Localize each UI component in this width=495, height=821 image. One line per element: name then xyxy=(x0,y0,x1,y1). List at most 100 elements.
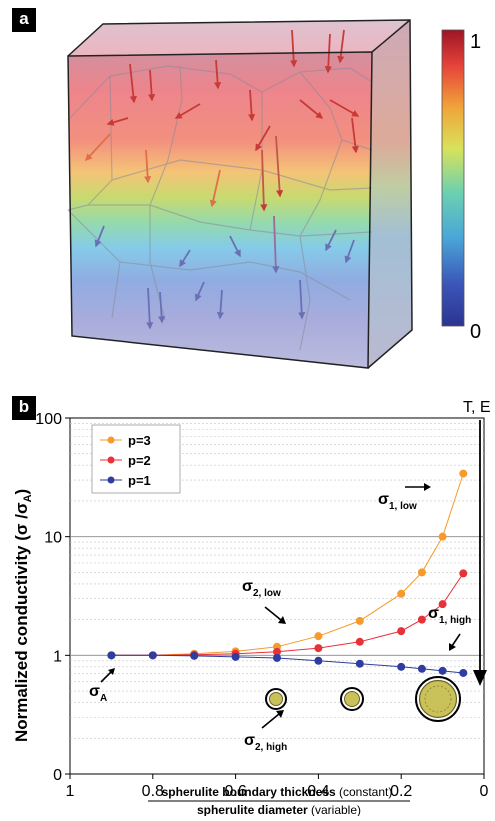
sigma-1-high-sub: 1, high xyxy=(439,615,471,626)
sigma-1-low-main: σ xyxy=(378,491,389,508)
annotation-sigma-1-high: σ1, high xyxy=(428,605,471,626)
y-axis-label-close: ) xyxy=(12,489,31,495)
y-tick-label: 1 xyxy=(53,648,62,665)
x-tick-label: 0 xyxy=(480,783,489,800)
field-arrows xyxy=(85,29,360,330)
data-point-p=1 xyxy=(314,656,323,665)
legend-label: p=1 xyxy=(128,473,151,488)
y-tick-label: 100 xyxy=(35,411,62,428)
x-axis-numerator-bold: spherulite boundary thickness xyxy=(162,785,336,799)
y-ticks: 0 1 10 100 xyxy=(35,411,70,784)
series-group xyxy=(107,469,468,677)
sigma-2-high-arrowhead xyxy=(276,710,284,718)
colorbar-max-label: 1 xyxy=(470,31,481,53)
data-point-p=2 xyxy=(417,615,426,624)
x-tick-label: 0.6 xyxy=(224,783,246,800)
box-front-face xyxy=(68,52,372,368)
annotation-sigma-2-low: σ2, low xyxy=(242,578,281,599)
colorbar-min-label: 0 xyxy=(470,321,481,343)
data-point-p=2 xyxy=(314,644,323,653)
spherulite-large-icon xyxy=(415,676,461,722)
annotations: σA σ2, low σ2, high σ1, low σ1, high xyxy=(89,483,471,753)
sigma-1-high-arrowhead xyxy=(449,643,456,651)
colorbar xyxy=(441,29,465,327)
data-point-p=2 xyxy=(273,647,281,656)
annotation-sigma-1-low: σ1, low xyxy=(378,491,417,512)
legend-marker xyxy=(107,456,115,464)
series-line-p=2 xyxy=(111,573,464,656)
data-point-p=2 xyxy=(397,627,406,636)
y-axis-label-main: Normalized conductivity (σ /σ xyxy=(12,502,31,742)
plot-frame xyxy=(69,417,485,775)
sigma-2-low-main: σ xyxy=(242,578,253,595)
data-point-p=1 xyxy=(355,659,364,668)
data-point-p=1 xyxy=(148,651,157,660)
sigma-a-arrowhead xyxy=(108,668,115,675)
box-edges xyxy=(67,19,413,369)
sigma-a-arrow xyxy=(100,670,113,683)
data-point-p=2 xyxy=(459,569,468,578)
panel-a-tag: a xyxy=(12,8,36,32)
sigma-2-high-sub: 2, high xyxy=(255,742,287,753)
sigma-a-main: σ xyxy=(89,683,100,700)
legend-marker xyxy=(107,436,115,444)
sigma-1-low-arrowhead xyxy=(424,483,431,491)
data-point-p=1 xyxy=(190,651,199,660)
sigma-2-high-arrow xyxy=(261,713,280,729)
sigma-2-low-arrowhead xyxy=(278,616,286,624)
data-point-p=3 xyxy=(397,589,406,598)
panel-b: b 0 1 10 100 1 0.8 0.6 0.4 0.2 0 Normalized cond… xyxy=(0,390,495,817)
box-top-face xyxy=(68,20,410,56)
data-point-p=1 xyxy=(397,662,406,671)
x-axis-label-numerator: spherulite boundary thickness (constant) xyxy=(162,785,393,799)
x-tick-label: 1 xyxy=(66,783,75,800)
annotation-sigma-2-high: σ2, high xyxy=(244,732,287,753)
x-ticks: 1 0.8 0.6 0.4 0.2 0 xyxy=(66,774,489,800)
data-point-p=3 xyxy=(355,616,364,625)
data-point-p=2 xyxy=(438,600,447,609)
legend: p=3 p=2 p=1 xyxy=(91,424,181,494)
temperature-field-arrowhead xyxy=(473,670,487,686)
data-point-p=1 xyxy=(459,668,468,677)
series-line-p=1 xyxy=(111,654,464,674)
x-axis-numerator-rest: (constant) xyxy=(336,785,393,799)
sigma-2-high-main: σ xyxy=(244,732,255,749)
x-tick-label: 0.4 xyxy=(307,783,329,800)
data-point-p=2 xyxy=(355,637,364,646)
y-tick-label: 10 xyxy=(44,530,62,547)
y-tick-label: 0 xyxy=(53,767,62,784)
spherulite-3d-figure: 1 0 xyxy=(67,19,481,369)
y-axis-label-sub: A xyxy=(22,494,34,502)
data-point-p=1 xyxy=(417,664,426,673)
data-point-p=1 xyxy=(438,666,447,675)
x-axis-denominator-rest: (variable) xyxy=(308,803,361,816)
data-point-p=3 xyxy=(314,632,323,641)
legend-label: p=3 xyxy=(128,433,151,448)
sigma-a-sub: A xyxy=(100,693,107,704)
data-point-p=1 xyxy=(273,653,281,662)
legend-box xyxy=(91,424,181,494)
sigma-1-high-arrow xyxy=(451,633,461,647)
data-point-p=3 xyxy=(417,568,426,577)
x-tick-label: 0.2 xyxy=(390,783,412,800)
data-point-p=3 xyxy=(438,532,447,541)
data-point-p=3 xyxy=(459,469,468,478)
annotation-sigma-a: σA xyxy=(89,683,107,704)
spherulite-medium-icon xyxy=(340,687,364,711)
sigma-2-low-sub: 2, low xyxy=(253,588,281,599)
x-tick-label: 0.8 xyxy=(142,783,164,800)
data-point-p=1 xyxy=(231,652,240,661)
panel-b-tag: b xyxy=(12,396,36,420)
y-axis-label: Normalized conductivity (σ /σA) xyxy=(12,489,34,742)
grid-lines xyxy=(70,423,484,739)
data-point-p=1 xyxy=(107,651,116,660)
sigma-1-low-sub: 1, low xyxy=(389,501,417,512)
x-axis-label-denominator: spherulite diameter (variable) xyxy=(197,803,361,816)
temperature-field-label: T, E xyxy=(463,399,491,416)
spherulite-small-icon xyxy=(265,688,287,710)
sigma-2-low-arrow xyxy=(264,606,282,621)
sigma-1-high-main: σ xyxy=(428,605,439,622)
panel-a: a xyxy=(0,0,495,390)
x-axis-denominator-bold: spherulite diameter xyxy=(197,803,308,816)
